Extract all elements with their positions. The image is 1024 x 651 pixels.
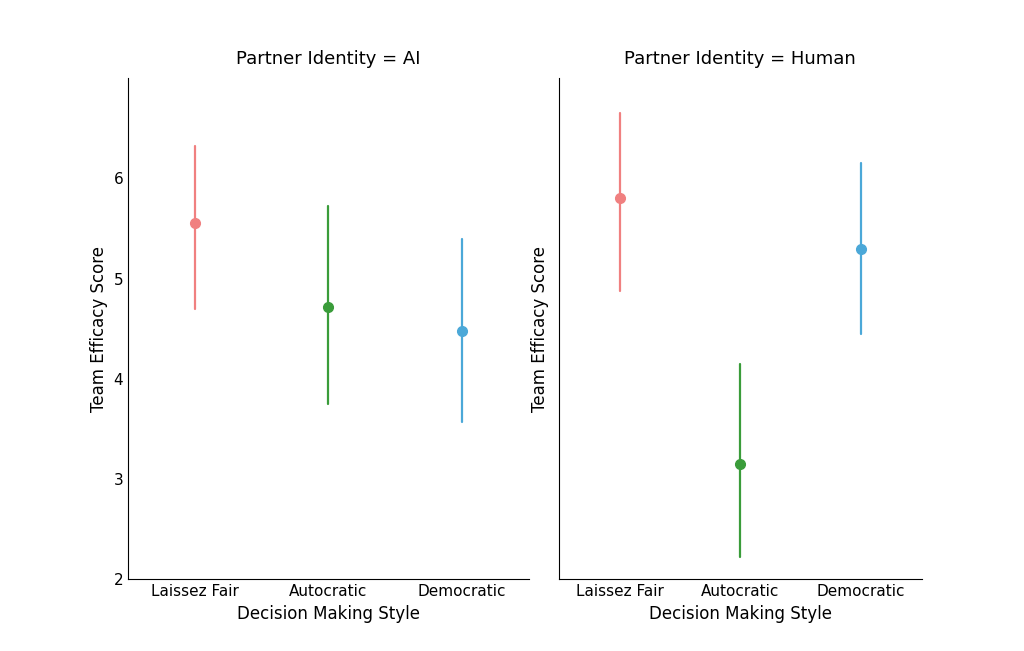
Title: Partner Identity = Human: Partner Identity = Human [625,50,856,68]
Y-axis label: Team Efficacy Score: Team Efficacy Score [90,246,108,411]
Title: Partner Identity = AI: Partner Identity = AI [237,50,421,68]
X-axis label: Decision Making Style: Decision Making Style [237,605,420,623]
X-axis label: Decision Making Style: Decision Making Style [649,605,831,623]
Y-axis label: Team Efficacy Score: Team Efficacy Score [530,246,549,411]
